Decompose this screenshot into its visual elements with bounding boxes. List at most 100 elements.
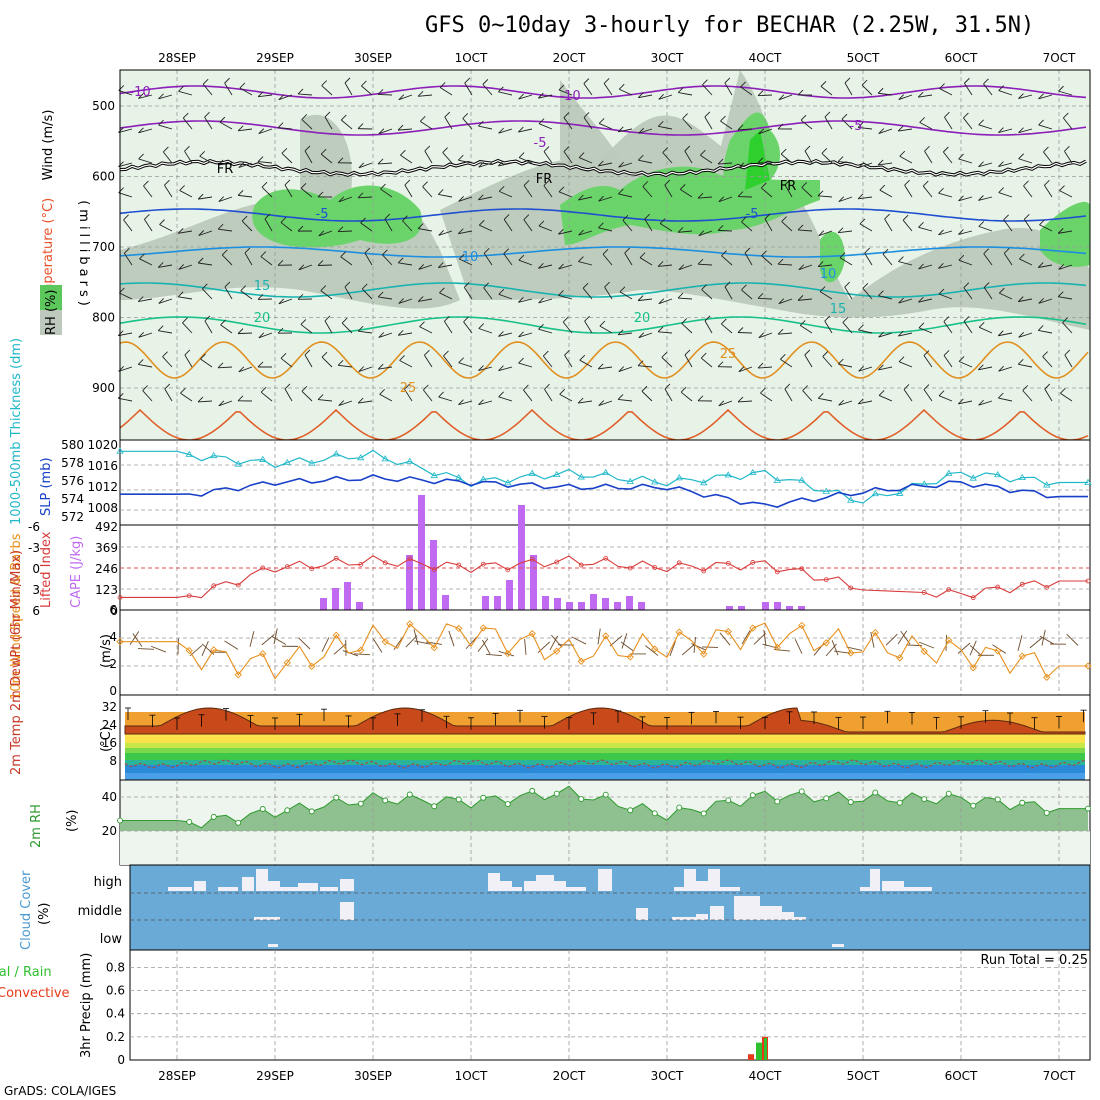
lifted-index-axis-label: Lifted Index xyxy=(39,531,54,608)
wind-barb xyxy=(498,650,515,657)
li-marker xyxy=(505,567,511,573)
thickness-marker xyxy=(210,451,218,459)
slp-tick: 1008 xyxy=(87,501,118,515)
slp-line xyxy=(120,474,1088,508)
cloud-block xyxy=(870,869,880,891)
cape-bar xyxy=(430,540,437,610)
isotherm-label: -5 xyxy=(316,207,329,222)
date-label: 1OCT xyxy=(455,51,488,65)
cloud-block xyxy=(696,914,708,920)
thickness-marker xyxy=(504,479,512,486)
thickness-marker xyxy=(675,474,683,481)
precip-conv-label: Convective xyxy=(0,986,70,1001)
li-marker xyxy=(456,562,462,568)
rh-marker xyxy=(651,810,658,817)
date-label: 28SEP xyxy=(158,1069,196,1083)
wind-barb xyxy=(405,635,418,648)
thickness-marker xyxy=(700,479,708,486)
cape-tick: 246 xyxy=(95,562,118,576)
wind-barb xyxy=(224,640,239,650)
rh-marker xyxy=(921,796,928,803)
isotherm-label: 10 xyxy=(820,267,837,282)
wind-tick: 4 xyxy=(109,630,117,644)
cloud-block xyxy=(524,881,538,891)
2m-temp-area xyxy=(124,707,1086,735)
cape-bar xyxy=(418,495,425,610)
cloud-block xyxy=(598,869,612,891)
li-marker xyxy=(554,559,560,565)
date-label: 4OCT xyxy=(749,51,782,65)
isotherm-label: -5 xyxy=(534,136,547,151)
wind-barb xyxy=(1041,629,1046,646)
isotherm-label: FR xyxy=(536,172,553,187)
precip-total-label: Total / Rain xyxy=(0,965,52,980)
date-label: 2OCT xyxy=(553,51,586,65)
li-marker xyxy=(578,562,584,568)
thickness-marker xyxy=(626,477,634,484)
cloud-block xyxy=(268,881,280,891)
wind-barb xyxy=(645,645,659,656)
slp-tick: 1012 xyxy=(87,480,118,494)
cape-bar xyxy=(344,582,351,610)
cloud-cover-blocks xyxy=(168,869,932,947)
wind-speed-marker xyxy=(357,646,365,654)
cape-bar xyxy=(638,602,645,610)
cape-axis-label: CAPE (J/kg) xyxy=(69,536,84,608)
wind-speed-marker xyxy=(773,643,781,651)
cloud-block xyxy=(242,877,254,891)
wind-speed-marker xyxy=(259,650,267,658)
wind-speed-marker xyxy=(822,639,830,647)
cape-bar xyxy=(786,606,793,610)
rh-marker xyxy=(259,806,266,812)
isotherm-label: FR xyxy=(780,179,797,194)
cloud-block xyxy=(340,902,354,920)
rh-marker xyxy=(480,794,487,801)
wind-speed-marker xyxy=(1084,662,1092,670)
cloud-block xyxy=(674,887,684,891)
wind-speed-marker xyxy=(651,645,659,653)
cloud-block xyxy=(684,869,696,891)
li-marker xyxy=(235,582,241,588)
wind-barb xyxy=(249,631,255,647)
cape-bar xyxy=(578,602,585,610)
wind-barb xyxy=(373,638,383,653)
isotherm-label: 25 xyxy=(400,381,417,396)
li-marker xyxy=(995,584,1001,590)
rh-marker xyxy=(970,802,977,809)
thickness-marker xyxy=(406,457,414,464)
wind-barb xyxy=(719,632,731,646)
wind-speed-marker xyxy=(675,628,683,636)
rh-marker xyxy=(676,804,683,811)
li-marker xyxy=(774,569,780,575)
wind-barb xyxy=(448,630,455,647)
li-marker xyxy=(970,595,976,601)
cape-tick: 0 xyxy=(110,604,118,618)
cape-tick: 123 xyxy=(95,583,118,597)
cloud-level-high: high xyxy=(94,875,122,890)
wind-speed-marker xyxy=(234,671,242,679)
wind-barb xyxy=(129,631,140,645)
wind-barb xyxy=(273,628,278,645)
cloud-block xyxy=(904,887,932,891)
rh-tick: 40 xyxy=(102,790,117,804)
wind-speed-marker xyxy=(798,621,806,630)
date-label: 29SEP xyxy=(256,1069,294,1083)
slp-axis-label: SLP (mb) xyxy=(39,457,54,516)
temp-tick: 16 xyxy=(102,736,117,750)
rh-marker xyxy=(700,810,707,817)
cloud-panel: high middle low Cloud Cover (%) xyxy=(19,864,1091,951)
li-marker xyxy=(701,568,707,574)
wind-barb xyxy=(762,643,779,649)
upper-air-wind-barbs xyxy=(117,77,1073,407)
isotherm-labels: -10 -10 -5 -5 -5 -5 FR FR FR 10 10 15 15 20 20 25 25 xyxy=(129,85,862,396)
thickness-tick: 572 xyxy=(61,510,84,524)
date-label: 4OCT xyxy=(749,1069,782,1083)
precip-tick: 0.6 xyxy=(106,984,125,998)
precip-axis-label: 3hr Precip (mm) xyxy=(79,953,94,1058)
top-date-labels: 28SEP 29SEP 30SEP 1OCT 2OCT 3OCT 4OCT 5OCT 6OCT 7… xyxy=(158,51,1076,65)
isotherm-label: 10 xyxy=(462,250,479,265)
li-marker xyxy=(603,555,609,561)
thickness-marker xyxy=(969,474,977,481)
wind-barb xyxy=(298,637,311,650)
li-marker xyxy=(1019,581,1025,587)
